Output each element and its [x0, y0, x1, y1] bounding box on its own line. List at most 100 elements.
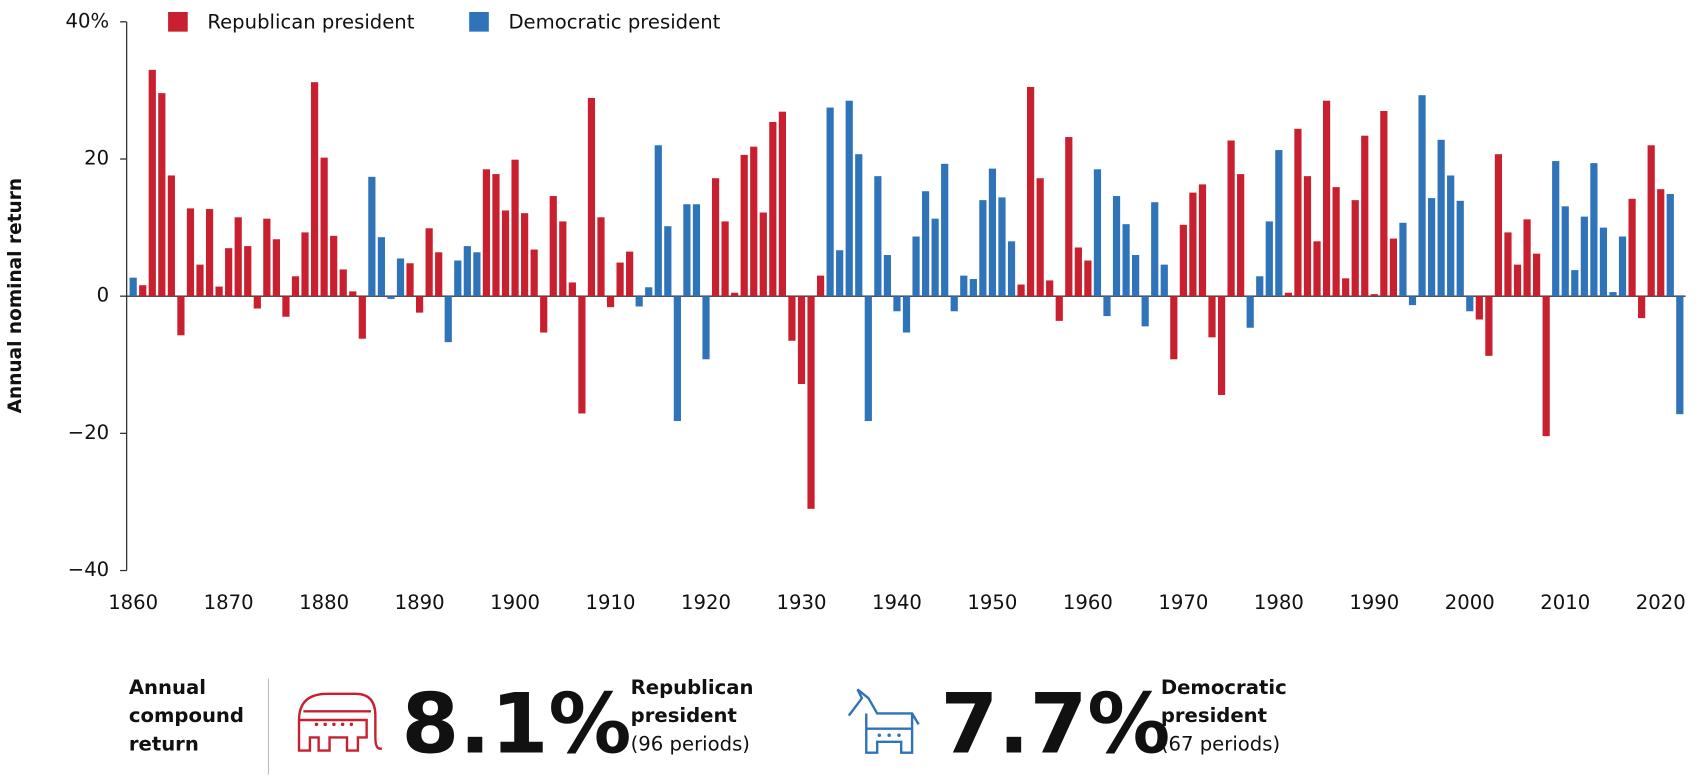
bar	[396, 258, 405, 297]
bar	[225, 248, 233, 297]
bar	[1256, 276, 1264, 297]
bar	[454, 260, 462, 297]
bar	[1103, 296, 1111, 317]
bar	[1198, 184, 1207, 297]
bar	[759, 212, 767, 297]
bar	[1227, 140, 1235, 297]
bar	[215, 286, 223, 297]
bar	[1504, 232, 1512, 297]
bar	[836, 250, 844, 297]
bar	[1160, 264, 1168, 297]
bar	[816, 275, 825, 297]
y-tick-label: 40%	[66, 9, 110, 32]
bar	[559, 221, 567, 297]
bar	[950, 296, 958, 312]
bar	[788, 296, 796, 341]
bar	[1007, 241, 1016, 297]
bar	[1074, 247, 1082, 297]
bar	[998, 197, 1006, 297]
bar	[1303, 176, 1312, 297]
bar	[310, 82, 319, 297]
bar	[205, 209, 214, 297]
bar	[1170, 296, 1178, 360]
x-tick-label: 1970	[1158, 591, 1208, 614]
bar	[1466, 296, 1474, 312]
y-tick-label: −20	[68, 421, 109, 444]
bar	[969, 279, 977, 297]
bar	[444, 296, 452, 343]
bar	[339, 269, 347, 297]
bar	[167, 175, 175, 297]
bar	[177, 296, 185, 336]
bar	[1533, 253, 1541, 297]
bar	[1580, 216, 1588, 297]
bar	[492, 174, 500, 297]
bar	[1418, 95, 1426, 297]
bar	[988, 168, 997, 297]
bar	[1552, 161, 1560, 297]
bar	[521, 213, 529, 297]
bar	[1055, 296, 1063, 321]
bar	[1017, 284, 1025, 297]
bar	[272, 239, 280, 297]
summary-value: 7.7%	[940, 676, 1170, 773]
bar	[291, 276, 300, 297]
bar	[377, 237, 386, 297]
bar	[1217, 296, 1226, 395]
bar	[1427, 198, 1436, 297]
x-tick-label: 1910	[586, 591, 636, 614]
summary-value: 8.1%	[402, 676, 632, 773]
bar	[1370, 294, 1378, 297]
bar	[1599, 227, 1608, 297]
rep-periods: (96 periods)	[630, 733, 750, 756]
x-tick-label: 1860	[108, 591, 158, 614]
bar	[1638, 296, 1646, 319]
x-tick-label: 1980	[1254, 591, 1304, 614]
bar	[807, 296, 815, 509]
bar	[1523, 219, 1531, 297]
bar	[1361, 135, 1369, 297]
bar	[1322, 100, 1331, 297]
bar	[1561, 206, 1569, 297]
bar	[1237, 174, 1245, 297]
bar	[1122, 224, 1130, 297]
bar	[511, 159, 519, 297]
bar	[463, 246, 471, 297]
bar	[1408, 296, 1417, 306]
bar	[902, 296, 911, 333]
rep-text: Republican president (96 periods)	[631, 674, 795, 759]
bar	[1093, 169, 1102, 297]
bar	[750, 146, 758, 297]
donkey-icon	[847, 688, 920, 754]
bar	[368, 176, 376, 297]
bar	[196, 264, 204, 297]
bar	[731, 292, 739, 297]
bar	[158, 93, 166, 297]
bar	[721, 221, 729, 297]
rep-name: Republican president	[630, 676, 754, 728]
legend-label: Democratic president	[508, 10, 720, 33]
bar	[1447, 175, 1455, 297]
dem-text: Democratic president (67 periods)	[1161, 674, 1336, 759]
bar	[415, 296, 424, 313]
bar	[530, 249, 538, 297]
bar	[1571, 270, 1579, 297]
x-tick-label: 2010	[1540, 591, 1590, 614]
bar	[769, 121, 777, 297]
bar	[931, 218, 939, 297]
bar	[702, 296, 710, 360]
bar	[683, 204, 691, 297]
bar	[406, 263, 414, 297]
bar	[778, 111, 786, 297]
bar	[1179, 224, 1187, 297]
bar	[482, 169, 491, 297]
bar	[979, 200, 987, 297]
bar	[435, 252, 443, 297]
x-tick-label: 1940	[872, 591, 922, 614]
bar	[1313, 241, 1321, 297]
bar	[1676, 296, 1684, 415]
bar	[1151, 202, 1159, 297]
x-tick-label: 1920	[681, 591, 731, 614]
bar	[606, 296, 615, 308]
